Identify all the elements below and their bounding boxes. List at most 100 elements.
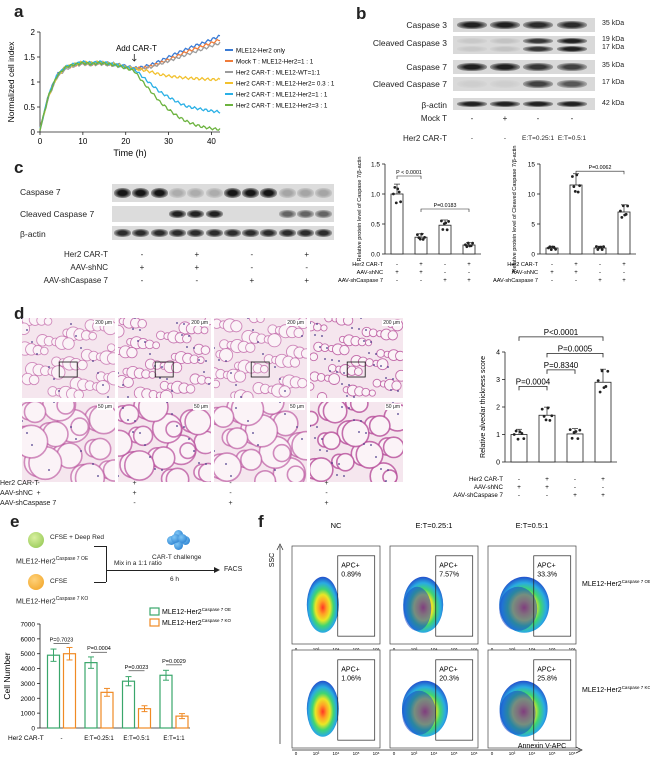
e-y-tick-label: 7000 (21, 622, 36, 629)
d-alveolus (316, 373, 326, 382)
d-alveolus (233, 370, 247, 383)
d-nucleus (183, 323, 185, 325)
bar-dot (619, 209, 622, 213)
d-nucleus (341, 383, 343, 385)
d-alveolus (200, 345, 211, 355)
d-nucleus (161, 469, 163, 471)
d-nucleus (310, 322, 311, 324)
b-band (490, 63, 520, 71)
bar-condition-sign: - (551, 278, 553, 284)
d-alveolus (297, 378, 307, 389)
d-alveolus (376, 358, 389, 371)
c-condition-sign: - (140, 276, 144, 285)
b-band (457, 46, 487, 52)
d-alveolus (230, 320, 243, 333)
b-kda-label: 35 kDa (602, 62, 625, 69)
e-cell-oe-label: MLE12-Her2Caspase 7 OE (16, 556, 88, 565)
d-nucleus (375, 456, 377, 458)
bar-dot (549, 248, 553, 252)
d-alveolus (70, 417, 90, 437)
bar-dot (600, 369, 604, 373)
d-nucleus (360, 318, 362, 319)
d-alveolus (123, 450, 155, 481)
d-nucleus (392, 402, 394, 403)
d-alveolus (365, 339, 373, 347)
d-alveolus (77, 359, 88, 371)
d-alveolus (310, 352, 319, 362)
bar-condition-sign: - (551, 262, 553, 268)
d-chart-condition-sign: + (601, 476, 605, 483)
f-x-tick-label: 0 (491, 647, 494, 652)
bar-dot (600, 248, 604, 251)
d-nucleus (48, 469, 50, 471)
panel-letter-c: c (14, 158, 24, 177)
c-band (132, 229, 150, 237)
bar-dot (576, 437, 580, 441)
f-x-tick-label: 10⁶ (569, 647, 576, 652)
d-nucleus (341, 406, 343, 408)
d-histology-tile: 50 μm (22, 402, 115, 482)
f-x-tick-label: 10⁶ (373, 751, 380, 756)
d-nucleus (274, 366, 276, 368)
bar-y-tick-label: 5 (531, 222, 535, 229)
bar-condition-sign: - (444, 270, 446, 276)
d-nucleus (353, 396, 355, 398)
bar-y-tick-label: 0 (496, 460, 500, 467)
d-nucleus (31, 444, 33, 446)
f-x-tick-label: 10³ (313, 647, 320, 652)
a-series-line (39, 41, 221, 131)
bar-dot (464, 243, 467, 247)
f-x-tick-label: 10⁵ (353, 751, 360, 756)
c-row-label: β-actin (20, 229, 46, 239)
d-alveolus (357, 337, 367, 347)
d-nucleus (205, 360, 207, 362)
c-band (315, 229, 333, 237)
d-alveolus (320, 324, 328, 332)
e-car-t-cluster-icon (167, 530, 190, 550)
d-nucleus (144, 444, 146, 446)
bar-condition-sign: - (599, 270, 601, 276)
d-alveolus (272, 443, 292, 463)
b-mock-sign: + (502, 114, 508, 123)
d-nucleus (214, 347, 215, 349)
d-tissue-pattern (22, 402, 115, 482)
d-alveolus (219, 348, 234, 363)
d-nucleus (346, 395, 348, 397)
f-x-tick-label: 10³ (509, 647, 516, 652)
bar-dot (418, 237, 422, 241)
d-alveolus (382, 469, 398, 482)
d-nucleus (97, 372, 99, 374)
d-nucleus (351, 327, 353, 329)
d-nucleus (122, 407, 124, 409)
b-car-sign: - (503, 135, 507, 142)
d-alveolus (179, 442, 197, 460)
d-alveolus (372, 378, 382, 388)
d-nucleus (329, 370, 331, 372)
d-alveolus (152, 341, 161, 350)
b-row-label: Caspase 7 (406, 62, 447, 72)
d-nucleus (343, 372, 345, 374)
a-x-tick-label: 40 (207, 137, 216, 146)
bar-dot (573, 189, 577, 193)
e-legend-label-sup: Caspase 7 OE (202, 607, 231, 612)
bar-dot (420, 232, 424, 236)
c-condition-label: AAV-shNC (70, 263, 108, 272)
d-nucleus (336, 371, 338, 373)
f-gate (533, 555, 572, 637)
f-gate (435, 555, 474, 637)
d-alveolus (335, 452, 355, 472)
b-band (523, 38, 553, 44)
d-condition-sign: - (133, 500, 136, 507)
panel-e-cell-number-chart: 0 1000 2000 3000 4000 5000 6000 7000 Cell Number… (2, 607, 231, 742)
d-nucleus (127, 396, 129, 398)
bar-dot (421, 237, 425, 241)
a-add-cart-annotation: Add CAR-T (116, 44, 157, 53)
bar-dot (598, 390, 602, 394)
f-gate-label: APC+ (439, 667, 457, 674)
e-bar (46, 654, 61, 729)
d-nucleus (134, 318, 136, 319)
a-x-axis-label: Time (h) (113, 148, 146, 158)
bar-dot (522, 437, 526, 441)
a-legend-label: Her2 CAR-T : MLE12-Her2= 0.3 : 1 (236, 81, 335, 88)
b-band (557, 63, 587, 71)
